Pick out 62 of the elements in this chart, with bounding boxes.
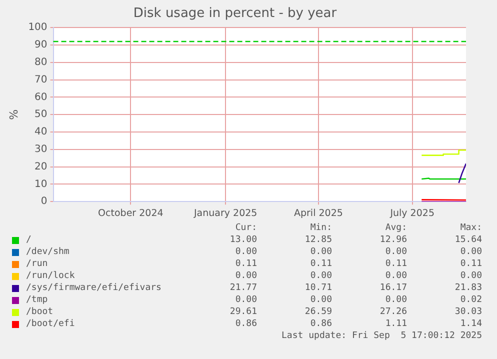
text: 0.11: [309, 258, 332, 270]
text: 21.77: [228, 282, 257, 294]
text: 1.11: [384, 318, 407, 330]
x-tick-label: January 2025: [192, 208, 258, 219]
y-tick-label: 0: [40, 196, 48, 208]
text: 0.11: [234, 258, 257, 270]
legend-label: /dev/shm: [26, 246, 70, 258]
text: 15.64: [454, 234, 482, 246]
text: 0.00: [234, 294, 257, 306]
y-axis-title: %: [7, 109, 20, 120]
text: Last update: Fri Sep 5 17:00:12 2025: [282, 330, 482, 342]
x-tick-label: April 2025: [294, 208, 343, 219]
legend-label: /boot: [26, 306, 54, 318]
legend-label: /run: [26, 258, 48, 270]
x-tick-label: July 2025: [389, 208, 434, 219]
text: 0.86: [234, 318, 257, 330]
legend-label: /tmp: [26, 294, 48, 306]
text: 10.71: [304, 282, 332, 294]
y-tick-label: 100: [28, 22, 48, 34]
y-tick-label: 40: [34, 126, 48, 138]
text: 0.00: [234, 246, 257, 258]
y-tick-label: 80: [34, 56, 48, 68]
text: 27.26: [378, 306, 407, 318]
legend-label: /boot/efi: [26, 318, 75, 330]
text: 16.17: [378, 282, 407, 294]
y-tick-label: 20: [34, 161, 48, 172]
text: 13.00: [228, 234, 257, 246]
y-tick-label: 30: [34, 144, 48, 155]
text: 0.00: [384, 270, 407, 282]
chart-title: Disk usage in percent - by year: [133, 6, 338, 22]
text: 0.00: [309, 270, 332, 282]
y-tick-label: 90: [34, 40, 48, 51]
y-tick-label: 50: [34, 109, 48, 120]
y-tick-label: 70: [34, 74, 48, 86]
text: 26.59: [304, 306, 332, 318]
text: 0.02: [459, 294, 482, 306]
text: 0.00: [459, 270, 482, 282]
legend-label: /: [26, 234, 32, 246]
text: 0.00: [309, 294, 332, 306]
text: 0.86: [309, 318, 332, 330]
text: 0.00: [234, 270, 257, 282]
text: 30.03: [454, 306, 482, 318]
text: 0.00: [309, 246, 332, 258]
x-tick-label: October 2024: [98, 208, 164, 219]
text: Cur:: [234, 222, 257, 234]
text: 21.83: [454, 282, 482, 294]
text: 29.61: [228, 306, 257, 318]
text: 0.00: [459, 246, 482, 258]
y-tick-label: 60: [34, 92, 48, 103]
legend-label: /sys/firmware/efi/efivars: [26, 282, 162, 294]
legend-label: /run/lock: [26, 270, 75, 282]
text: 0.11: [384, 258, 407, 270]
text: 0.00: [384, 246, 407, 258]
text: 12.96: [378, 234, 407, 246]
text: 0.11: [459, 258, 482, 270]
y-tick-label: 10: [34, 178, 48, 190]
text: 1.14: [459, 318, 482, 330]
text: 12.85: [304, 234, 332, 246]
text: Max:: [459, 222, 482, 234]
text: Avg:: [384, 222, 407, 234]
text: 0.00: [384, 294, 407, 306]
text: Min:: [309, 222, 332, 234]
